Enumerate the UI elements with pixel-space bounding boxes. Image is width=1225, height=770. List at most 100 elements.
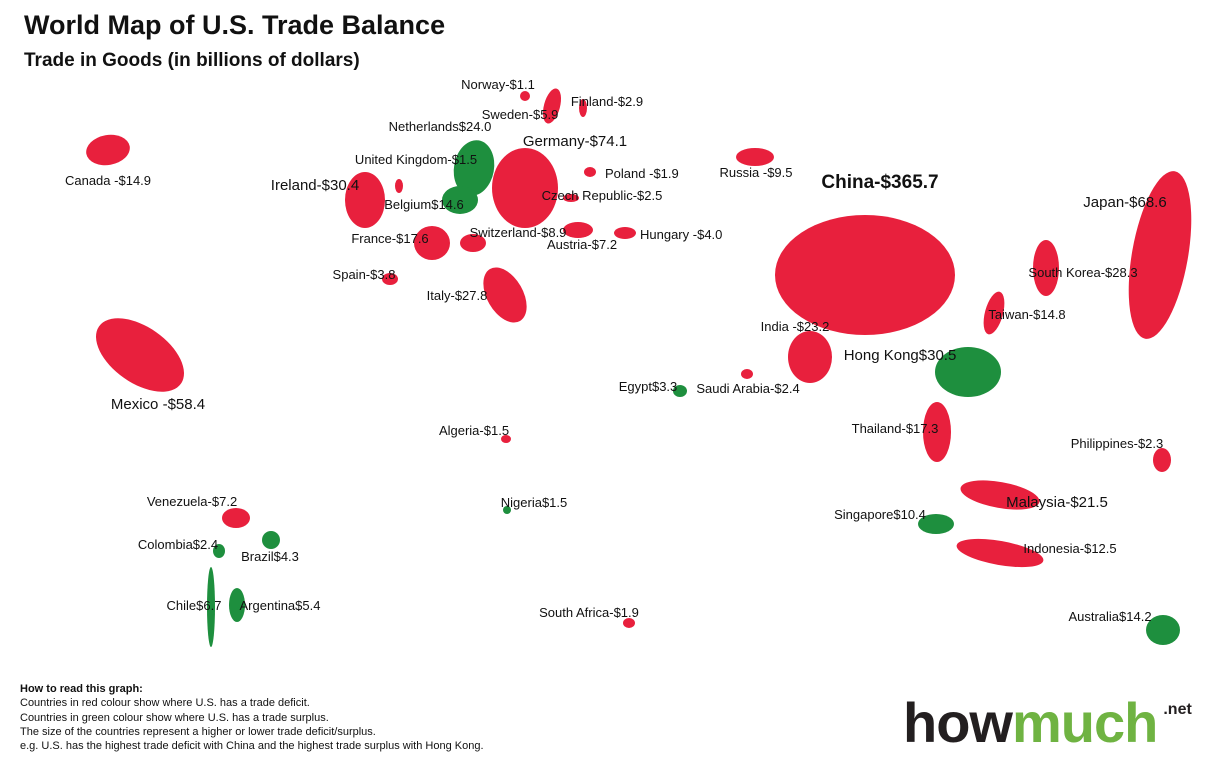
country-label-switzerland: Switzerland-$8.9 xyxy=(469,225,567,241)
country-name: Hong Kong xyxy=(843,347,919,364)
country-value: -$12.5 xyxy=(1079,541,1117,556)
country-shape-algeria xyxy=(501,435,511,443)
country-shape-south-africa xyxy=(623,618,635,628)
country-name: Austria xyxy=(546,237,588,252)
country-label-norway: Norway-$1.1 xyxy=(461,77,535,93)
how-to-read-line: Countries in red colour show where U.S. … xyxy=(20,697,310,710)
country-shape-netherlands xyxy=(453,140,495,196)
how-to-read: How to read this graph: Countries in red… xyxy=(20,682,484,753)
country-name: India xyxy=(760,319,789,334)
country-value: -$365.7 xyxy=(874,172,939,193)
how-to-read-line: Countries in green colour show where U.S… xyxy=(20,711,329,724)
country-value: -$17.3 xyxy=(901,421,939,436)
country-name: Italy xyxy=(426,288,451,303)
country-shape-philippines xyxy=(1153,448,1171,472)
country-name: Switzerland xyxy=(469,225,537,240)
country-name: Algeria xyxy=(438,423,480,438)
country-shape-spain xyxy=(382,273,398,285)
country-label-india: India -$23.2 xyxy=(760,319,830,335)
country-value: -$1.1 xyxy=(505,77,535,92)
country-name: Canada xyxy=(64,173,111,188)
country-name: Norway xyxy=(461,77,506,92)
country-shape-austria xyxy=(563,222,593,238)
country-shape-taiwan xyxy=(983,291,1005,335)
logo-part-much: much xyxy=(1011,691,1158,754)
country-value: -$14.8 xyxy=(1028,307,1066,322)
country-shape-south-korea xyxy=(1033,240,1059,296)
country-value: -$2.3 xyxy=(1133,436,1164,451)
country-shape-india xyxy=(788,331,832,383)
country-value: $1.5 xyxy=(541,495,568,510)
country-name: Japan xyxy=(1083,194,1125,211)
country-value: -$1.9 xyxy=(609,605,639,620)
country-name: Malaysia xyxy=(1006,494,1066,511)
country-value: -$7.2 xyxy=(207,494,238,509)
country-label-colombia: Colombia$2.4 xyxy=(138,537,219,553)
country-label-mexico: Mexico -$58.4 xyxy=(111,396,206,414)
country-value: -$3.8 xyxy=(365,267,396,282)
country-label-argentina: Argentina$5.4 xyxy=(239,598,321,614)
country-label-chile: Chile$6.7 xyxy=(166,598,222,614)
country-shape-thailand xyxy=(923,402,951,462)
country-value: -$21.5 xyxy=(1065,494,1108,511)
country-name: Poland xyxy=(605,166,646,181)
country-shape-japan xyxy=(1128,171,1192,339)
country-shape-nigeria xyxy=(503,506,511,514)
country-shape-australia xyxy=(1146,615,1180,645)
country-value: -$9.5 xyxy=(762,165,793,180)
country-value: -$1.5 xyxy=(447,152,478,167)
country-shape-poland xyxy=(584,167,596,177)
country-shape-venezuela xyxy=(222,508,250,528)
country-value: $2.4 xyxy=(192,537,219,552)
country-value: $24.0 xyxy=(458,119,492,134)
country-shape-mexico xyxy=(96,318,184,392)
country-value: -$2.9 xyxy=(613,94,644,109)
country-name: Brazil xyxy=(241,549,274,564)
country-name: South Africa xyxy=(539,605,610,620)
country-name: Netherlands xyxy=(388,119,459,134)
country-shape-italy xyxy=(483,267,527,323)
country-value: -$68.6 xyxy=(1124,194,1167,211)
logo-part-how: how xyxy=(903,691,1013,754)
country-label-poland: Poland -$1.9 xyxy=(605,166,679,182)
country-label-spain: Spain-$3.8 xyxy=(333,267,396,283)
map-title: World Map of U.S. Trade Balance xyxy=(24,10,446,40)
country-name: China xyxy=(821,172,875,193)
country-label-brazil: Brazil$4.3 xyxy=(241,549,299,565)
country-name: Singapore xyxy=(834,507,894,522)
country-name: Saudi Arabia xyxy=(696,381,771,396)
country-label-japan: Japan-$68.6 xyxy=(1083,194,1167,212)
country-value: $3.3 xyxy=(651,379,678,394)
country-label-malaysia: Malaysia-$21.5 xyxy=(1006,494,1108,512)
country-shape-indonesia xyxy=(956,538,1044,568)
country-value: -$1.5 xyxy=(479,423,510,438)
country-name: Australia xyxy=(1068,609,1120,624)
country-name: Chile xyxy=(166,598,197,613)
country-name: Egypt xyxy=(618,379,652,394)
country-shape-sweden xyxy=(542,88,562,124)
country-name: Belgium xyxy=(384,197,432,212)
country-label-germany: Germany-$74.1 xyxy=(523,133,627,151)
country-name: Czech Republic xyxy=(541,188,633,203)
country-value: -$14.9 xyxy=(114,173,152,188)
country-shape-hungary xyxy=(614,227,636,239)
country-label-saudi-arabia: Saudi Arabia-$2.4 xyxy=(696,381,799,397)
country-label-belgium: Belgium$14.6 xyxy=(384,197,464,213)
country-shape-malaysia xyxy=(960,480,1040,510)
country-value: $4.3 xyxy=(273,549,299,564)
country-value: -$58.4 xyxy=(162,396,206,413)
country-name: Sweden xyxy=(481,107,529,122)
country-name: Argentina xyxy=(239,598,296,613)
country-label-italy: Italy-$27.8 xyxy=(426,288,488,304)
country-name: Russia xyxy=(719,165,760,180)
country-label-united-kingdom: United Kingdom-$1.5 xyxy=(355,152,478,168)
country-label-czech-republic: Czech Republic-$2.5 xyxy=(541,188,663,204)
country-label-south-korea: South Korea-$28.3 xyxy=(1028,265,1137,281)
country-label-south-africa: South Africa-$1.9 xyxy=(539,605,639,621)
country-shape-chile xyxy=(207,567,215,647)
country-shape-russia xyxy=(736,148,774,166)
country-value: -$8.9 xyxy=(536,225,567,240)
map-subtitle: Trade in Goods (in billions of dollars) xyxy=(24,50,360,71)
country-shape-ireland xyxy=(345,172,385,228)
